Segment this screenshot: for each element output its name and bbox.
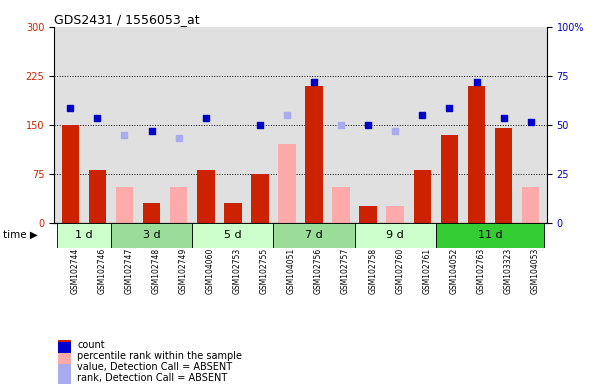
Text: GSM104060: GSM104060 — [206, 248, 215, 294]
Bar — [441, 135, 458, 223]
Point — [472, 79, 481, 86]
Text: GSM102749: GSM102749 — [178, 248, 188, 294]
Point — [364, 122, 373, 128]
Text: 7 d: 7 d — [305, 230, 323, 240]
Bar — [436, 223, 544, 248]
Bar — [111, 223, 192, 248]
Text: GSM102756: GSM102756 — [314, 248, 323, 294]
Bar — [197, 170, 215, 223]
Point — [445, 106, 454, 112]
Text: GSM102763: GSM102763 — [477, 248, 486, 294]
Point — [418, 112, 427, 118]
Text: GSM102755: GSM102755 — [260, 248, 269, 294]
Text: GSM102760: GSM102760 — [395, 248, 404, 294]
Text: 3 d: 3 d — [143, 230, 160, 240]
Bar — [192, 223, 273, 248]
Text: GSM103323: GSM103323 — [504, 248, 513, 294]
Bar — [58, 342, 71, 371]
Bar — [58, 331, 71, 360]
Text: count: count — [77, 340, 105, 350]
Bar — [355, 223, 436, 248]
Bar — [413, 170, 431, 223]
Text: GSM102758: GSM102758 — [368, 248, 377, 294]
Text: GSM104051: GSM104051 — [287, 248, 296, 294]
Bar — [522, 187, 540, 223]
Bar — [58, 364, 71, 384]
Text: 9 d: 9 d — [386, 230, 404, 240]
Bar — [88, 170, 106, 223]
Text: rank, Detection Call = ABSENT: rank, Detection Call = ABSENT — [77, 374, 227, 384]
Point — [526, 118, 535, 124]
Bar — [332, 187, 350, 223]
Text: 5 d: 5 d — [224, 230, 242, 240]
Bar — [305, 86, 323, 223]
Text: value, Detection Call = ABSENT: value, Detection Call = ABSENT — [77, 362, 232, 372]
Bar — [251, 174, 269, 223]
Text: GSM102757: GSM102757 — [341, 248, 350, 294]
Point — [337, 122, 346, 128]
Point — [310, 79, 319, 86]
Text: GSM102748: GSM102748 — [151, 248, 160, 294]
Bar — [61, 125, 79, 223]
Text: percentile rank within the sample: percentile rank within the sample — [77, 351, 242, 361]
Point — [66, 106, 75, 112]
Bar — [386, 207, 404, 223]
Bar — [115, 187, 133, 223]
Text: GSM102744: GSM102744 — [70, 248, 79, 294]
Point — [174, 135, 183, 141]
Text: GSM104053: GSM104053 — [531, 248, 540, 294]
Point — [201, 115, 210, 121]
Point — [282, 112, 291, 118]
Text: time ▶: time ▶ — [3, 230, 38, 240]
Bar — [468, 86, 485, 223]
Text: 1 d: 1 d — [75, 230, 93, 240]
Point — [120, 131, 129, 138]
Bar — [58, 353, 71, 382]
Bar — [359, 207, 377, 223]
Bar — [57, 223, 111, 248]
Text: 11 d: 11 d — [478, 230, 502, 240]
Bar — [143, 203, 160, 223]
Bar — [278, 144, 296, 223]
Text: GSM104052: GSM104052 — [450, 248, 459, 294]
Point — [147, 128, 156, 134]
Point — [93, 115, 102, 121]
Point — [499, 115, 508, 121]
Bar — [495, 128, 513, 223]
Text: GDS2431 / 1556053_at: GDS2431 / 1556053_at — [54, 13, 200, 26]
Text: GSM102746: GSM102746 — [97, 248, 106, 294]
Bar — [224, 203, 242, 223]
Text: GSM102753: GSM102753 — [233, 248, 242, 294]
Text: GSM102747: GSM102747 — [124, 248, 133, 294]
Bar — [170, 187, 188, 223]
Bar — [273, 223, 355, 248]
Point — [255, 122, 264, 128]
Point — [391, 128, 400, 134]
Text: GSM102761: GSM102761 — [423, 248, 432, 294]
